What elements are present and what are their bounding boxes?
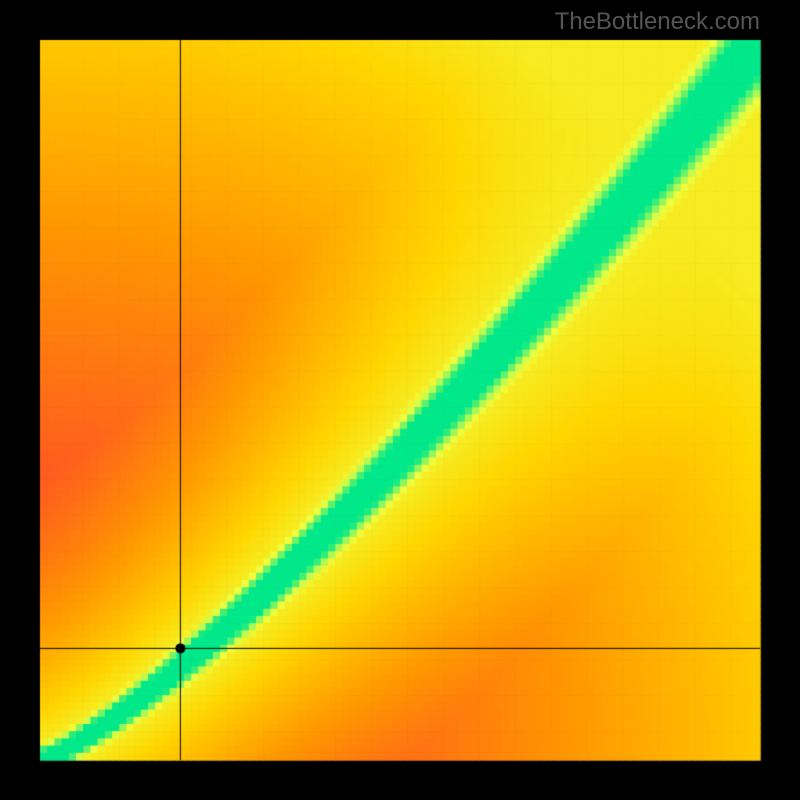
watermark-text: TheBottleneck.com	[555, 8, 760, 36]
chart-container: TheBottleneck.com	[0, 0, 800, 800]
bottleneck-heatmap	[0, 0, 800, 800]
